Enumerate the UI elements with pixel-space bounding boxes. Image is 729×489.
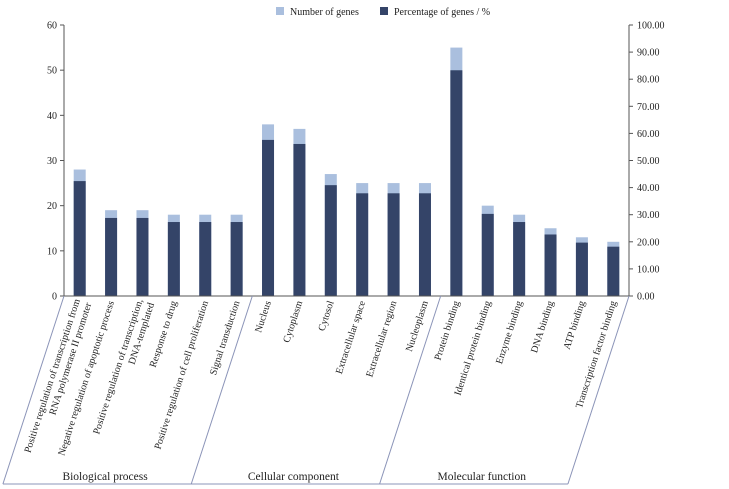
right-axis-tick-label: 40.00 (637, 183, 660, 194)
x-tick-label: Cytoplasm (281, 299, 305, 344)
x-tick-label-line: Cytoplasm (281, 299, 305, 344)
x-tick-label: Extracellular region (364, 300, 399, 379)
bar-percentage-of-genes (575, 242, 588, 296)
category-groups: Biological process Cellular component Mole… (2, 295, 630, 485)
x-tick-label-line: Signal transduction (208, 300, 242, 377)
x-tick-label-line: Nucleus (253, 299, 274, 334)
group-separator (379, 295, 442, 485)
x-tick-label-line: Identical protein binding (453, 300, 494, 397)
bar-percentage-of-genes (199, 222, 212, 296)
bar-percentage-of-genes (607, 246, 620, 296)
bar-percentage-of-genes (136, 217, 149, 296)
x-tick-label-line: Nucleoplasm (404, 299, 431, 353)
left-axis: 0 10 20 30 40 50 60 (47, 21, 65, 303)
left-axis-tick-label: 40 (47, 111, 57, 122)
legend: Number of genes Percentage of genes / % (276, 7, 490, 18)
left-axis-tick-label: 20 (47, 201, 57, 212)
legend-swatch-genes (276, 7, 284, 15)
x-tick-label-line: Enzyme binding (494, 300, 525, 366)
bar-percentage-of-genes (262, 139, 275, 296)
x-tick-label-line: Cytosol (317, 299, 337, 332)
right-axis-tick-label: 50.00 (637, 156, 660, 167)
bar-percentage-of-genes (230, 222, 243, 296)
x-tick-label: Nucleoplasm (404, 299, 431, 353)
left-axis-tick-label: 0 (52, 292, 57, 303)
group-separator (190, 295, 253, 485)
x-tick-label-line: Extracellular space (334, 299, 368, 376)
x-tick-label-line: ATP binding (562, 300, 588, 351)
x-tick-label: Identical protein binding (453, 300, 494, 397)
right-axis-tick-label: 90.00 (637, 48, 660, 59)
x-tick-label: Nucleus (253, 299, 274, 334)
bar-percentage-of-genes (293, 143, 306, 296)
left-axis-tick-label: 60 (47, 21, 57, 32)
bar-percentage-of-genes (513, 222, 526, 296)
x-tick-label-line: DNA binding (529, 300, 556, 355)
right-axis-tick-label: 70.00 (637, 102, 660, 113)
bar-percentage-of-genes (105, 217, 118, 296)
group-label: Biological process (62, 471, 148, 483)
right-axis-tick-label: 20.00 (637, 237, 660, 248)
bar-percentage-of-genes (418, 193, 431, 296)
x-tick-label-line: Protein binding (433, 300, 463, 362)
left-axis-tick-label: 50 (47, 66, 57, 77)
right-axis-tick-label: 10.00 (637, 264, 660, 275)
group-separator (567, 295, 630, 485)
left-axis-tick-label: 10 (47, 246, 57, 257)
right-axis-tick-label: 0.00 (637, 292, 655, 303)
legend-label-genes: Number of genes (290, 7, 359, 18)
bars (64, 47, 629, 297)
right-axis: 0.00 10.00 20.00 30.00 40.00 50.00 60.00 70.00 8… (628, 21, 665, 303)
left-axis-tick-label: 30 (47, 156, 57, 167)
right-axis-tick-label: 80.00 (637, 75, 660, 86)
legend-swatch-pct (380, 7, 388, 15)
bar-percentage-of-genes (450, 70, 463, 296)
bar-percentage-of-genes (544, 234, 557, 296)
x-tick-label-line: Extracellular region (364, 300, 399, 379)
group-label: Cellular component (248, 471, 340, 483)
group-label: Molecular function (438, 471, 527, 483)
bar-percentage-of-genes (73, 181, 86, 296)
bar-percentage-of-genes (167, 222, 180, 296)
x-tick-label: Cytosol (317, 299, 337, 332)
bar-percentage-of-genes (481, 213, 494, 296)
right-axis-tick-label: 30.00 (637, 210, 660, 221)
x-tick-label: ATP binding (562, 300, 588, 351)
x-tick-label: Signal transduction (208, 300, 242, 377)
right-axis-tick-label: 60.00 (637, 129, 660, 140)
x-axis-labels: Positive regulation of transcription fro… (23, 297, 620, 457)
x-tick-label: DNA binding (529, 300, 556, 355)
group-separator (2, 295, 65, 485)
bar-percentage-of-genes (356, 193, 369, 296)
bar-percentage-of-genes (387, 193, 400, 296)
right-axis-tick-label: 100.00 (637, 21, 665, 32)
x-tick-label: Protein binding (433, 300, 463, 362)
bar-percentage-of-genes (324, 185, 337, 296)
legend-label-pct: Percentage of genes / % (394, 7, 490, 18)
x-tick-label: Enzyme binding (494, 300, 525, 366)
x-tick-label: Extracellular space (334, 299, 368, 376)
